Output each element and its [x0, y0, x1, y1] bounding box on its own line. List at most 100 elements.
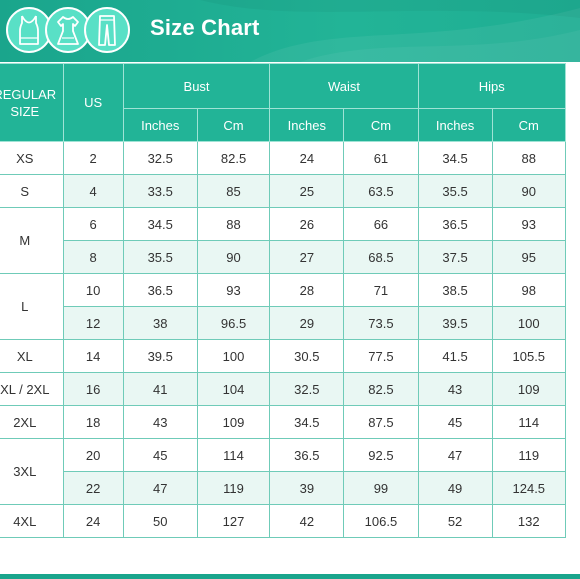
header-bust-inches: Inches: [122, 108, 198, 142]
waist-cm-value: 77.5: [343, 339, 419, 373]
waist-inches-value: 26: [269, 207, 345, 241]
header-us: US: [62, 63, 124, 142]
hips-inches-value: 41.5: [417, 339, 493, 373]
size-label: M: [0, 207, 64, 274]
header-hips: Hips: [417, 63, 567, 109]
size-label: XL / 2XL: [0, 372, 64, 406]
waist-inches-value: 42: [269, 504, 345, 538]
bust-cm-value: 114: [196, 438, 271, 472]
us-value: 14: [62, 339, 124, 373]
waist-cm-value: 99: [343, 471, 419, 505]
hips-inches-value: 43: [417, 372, 493, 406]
bust-inches-value: 45: [122, 438, 198, 472]
size-label: L: [0, 273, 64, 340]
waist-cm-value: 68.5: [343, 240, 419, 274]
us-value: 6: [62, 207, 124, 241]
bust-cm-value: 104: [196, 372, 271, 406]
table-row: XL / 2XL 16 41 104 32.5 82.5 43 109: [0, 372, 567, 406]
hips-inches-value: 47: [417, 438, 493, 472]
waist-cm-value: 106.5: [343, 504, 419, 538]
bust-inches-value: 35.5: [122, 240, 198, 274]
waist-inches-value: 32.5: [269, 372, 345, 406]
table-row: M 6 34.5 88 26 66 36.5 93: [0, 207, 567, 274]
hips-inches-value: 45: [417, 405, 493, 439]
waist-cm-value: 92.5: [343, 438, 419, 472]
table-row: 2XL 18 43 109 34.5 87.5 45 114: [0, 405, 567, 439]
hips-cm-value: 114: [491, 405, 567, 439]
bust-inches-value: 50: [122, 504, 198, 538]
bust-cm-value: 85: [196, 174, 271, 208]
table-row: XS 2 32.5 82.5 24 61 34.5 88: [0, 141, 567, 175]
size-chart-table: REGULAR SIZE US Bust Waist Hips Inches C…: [0, 63, 567, 538]
us-value: 4: [62, 174, 124, 208]
header-waist-cm: Cm: [343, 108, 419, 142]
waist-cm-value: 66: [343, 207, 419, 241]
header-banner: Size Chart: [0, 0, 580, 62]
bust-inches-value: 34.5: [122, 207, 198, 241]
bust-inches-value: 47: [122, 471, 198, 505]
header-waist: Waist: [269, 63, 419, 109]
hips-inches-value: 38.5: [417, 273, 493, 307]
header-waist-inches: Inches: [269, 108, 345, 142]
waist-cm-value: 82.5: [343, 372, 419, 406]
size-label: S: [0, 174, 64, 208]
us-value: 18: [62, 405, 124, 439]
us-value: 2: [62, 141, 124, 175]
waist-inches-value: 29: [269, 306, 345, 340]
waist-inches-value: 28: [269, 273, 345, 307]
table-row: L 10 36.5 93 28 71 38.5 98: [0, 273, 567, 340]
us-value: 22: [62, 471, 124, 505]
size-label: 4XL: [0, 504, 64, 538]
waist-cm-value: 71: [343, 273, 419, 307]
bust-cm-value: 119: [196, 471, 271, 505]
hips-cm-value: 124.5: [491, 471, 567, 505]
header-regular-size: REGULAR SIZE: [0, 63, 64, 142]
us-value: 16: [62, 372, 124, 406]
table-row: 12 38 96.5 29 73.5 39.5 100: [0, 306, 567, 340]
bust-inches-value: 41: [122, 372, 198, 406]
bust-inches-value: 32.5: [122, 141, 198, 175]
bust-cm-value: 90: [196, 240, 271, 274]
waist-inches-value: 39: [269, 471, 345, 505]
table-row: 3XL 20 45 114 36.5 92.5 47 119: [0, 438, 567, 505]
bust-cm-value: 96.5: [196, 306, 271, 340]
waist-cm-value: 73.5: [343, 306, 419, 340]
size-label: 2XL: [0, 405, 64, 439]
bust-cm-value: 93: [196, 273, 271, 307]
table-row: 8 35.5 90 27 68.5 37.5 95: [0, 240, 567, 274]
bust-inches-value: 43: [122, 405, 198, 439]
pants-icon: [84, 7, 130, 53]
bust-cm-value: 109: [196, 405, 271, 439]
bust-inches-value: 39.5: [122, 339, 198, 373]
hips-cm-value: 119: [491, 438, 567, 472]
table-row: 22 47 119 39 99 49 124.5: [0, 471, 567, 505]
page-title: Size Chart: [150, 15, 260, 40]
hips-cm-value: 100: [491, 306, 567, 340]
header-bust-cm: Cm: [196, 108, 271, 142]
bust-cm-value: 88: [196, 207, 271, 241]
hips-cm-value: 132: [491, 504, 567, 538]
hips-cm-value: 90: [491, 174, 567, 208]
bust-inches-value: 33.5: [122, 174, 198, 208]
us-value: 24: [62, 504, 124, 538]
bust-cm-value: 127: [196, 504, 271, 538]
waist-inches-value: 30.5: [269, 339, 345, 373]
size-label: XS: [0, 141, 64, 175]
size-label: XL: [0, 339, 64, 373]
bust-inches-value: 38: [122, 306, 198, 340]
us-value: 10: [62, 273, 124, 307]
waist-inches-value: 24: [269, 141, 345, 175]
table-row: XL 14 39.5 100 30.5 77.5 41.5 105.5: [0, 339, 567, 373]
us-value: 12: [62, 306, 124, 340]
us-value: 8: [62, 240, 124, 274]
hips-cm-value: 88: [491, 141, 567, 175]
bust-inches-value: 36.5: [122, 273, 198, 307]
us-value: 20: [62, 438, 124, 472]
bust-cm-value: 82.5: [196, 141, 271, 175]
hips-cm-value: 95: [491, 240, 567, 274]
hips-cm-value: 105.5: [491, 339, 567, 373]
header-hips-cm: Cm: [491, 108, 567, 142]
hips-inches-value: 37.5: [417, 240, 493, 274]
hips-cm-value: 109: [491, 372, 567, 406]
header-wave-decoration: [200, 0, 580, 62]
